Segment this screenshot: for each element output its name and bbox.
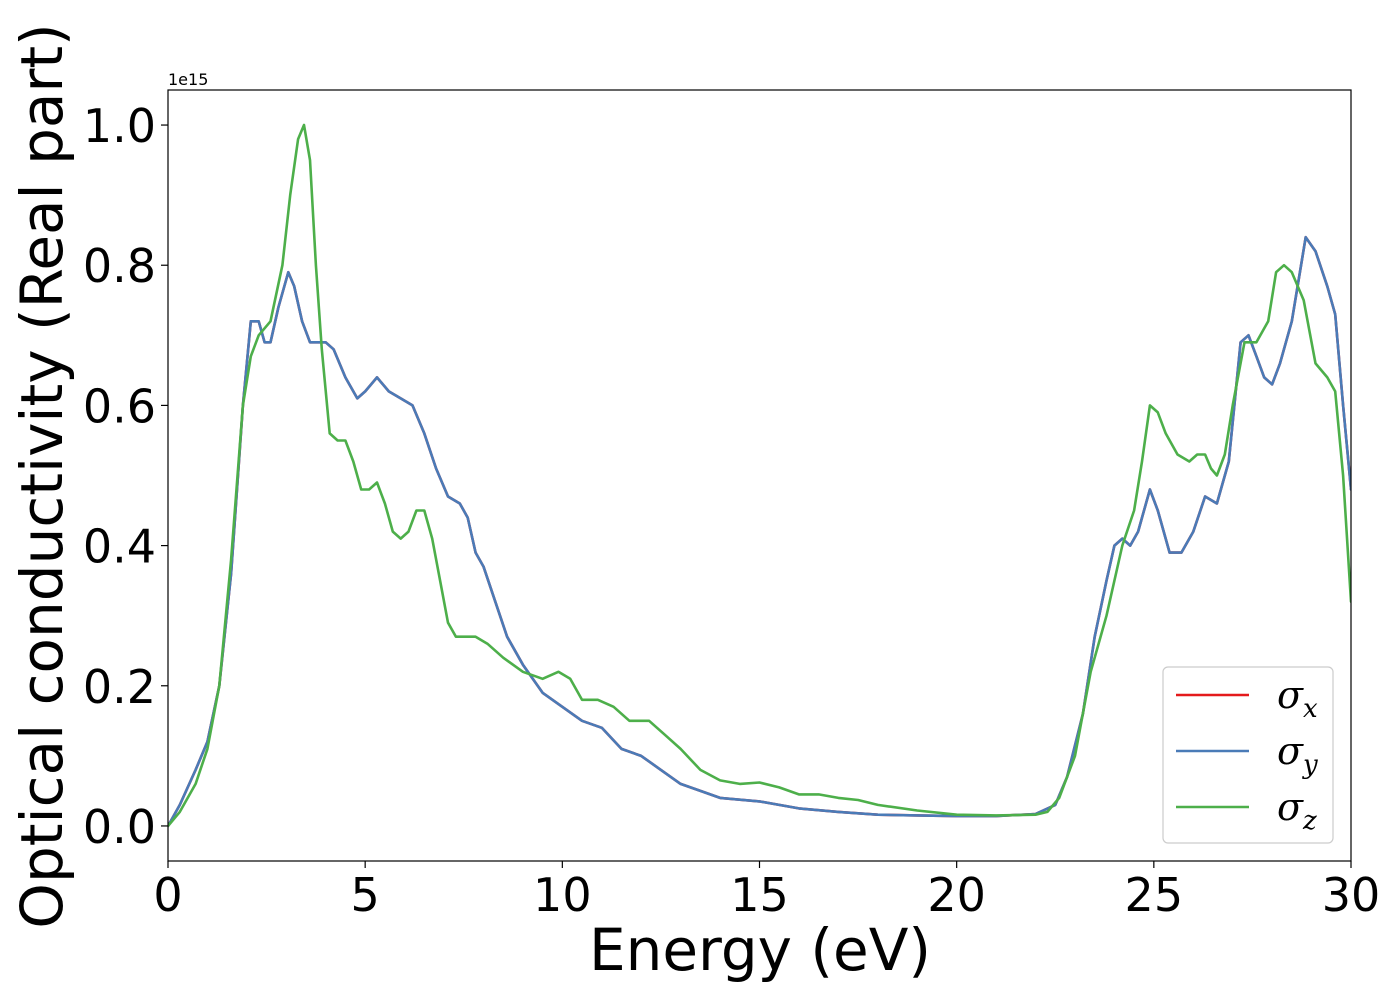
y-tick-label: 0.2 xyxy=(83,660,156,714)
x-tick-label: 25 xyxy=(1125,868,1184,922)
legend-label-z: σz xyxy=(1277,785,1317,836)
series-lines xyxy=(168,123,1351,828)
x-tick-label: 0 xyxy=(153,868,182,922)
x-tick-label: 20 xyxy=(927,868,986,922)
x-tick-label: 10 xyxy=(533,868,592,922)
y-tick-label: 0.4 xyxy=(83,520,156,574)
y-offset-label: 1e15 xyxy=(168,70,208,89)
legend-label-x: σx xyxy=(1277,673,1318,724)
series-line-z xyxy=(168,123,1351,828)
y-axis-title: Optical conductivity (Real part) xyxy=(8,23,76,928)
x-tick-label: 30 xyxy=(1322,868,1381,922)
y-tick-label: 0.6 xyxy=(83,379,156,433)
x-tick-label: 15 xyxy=(730,868,789,922)
x-tick-label: 5 xyxy=(351,868,380,922)
x-axis-ticks: 0 5 10 15 20 25 30 xyxy=(153,861,1380,922)
y-tick-label: 0.0 xyxy=(83,800,156,854)
x-axis-title: Energy (eV) xyxy=(589,916,931,984)
legend-label-y: σy xyxy=(1277,729,1318,780)
series-line-y xyxy=(168,235,1351,828)
y-tick-label: 0.8 xyxy=(83,239,156,293)
y-tick-label: 1.0 xyxy=(83,99,156,153)
legend-box xyxy=(1162,666,1334,844)
y-axis-ticks: 0.0 0.2 0.4 0.6 0.8 1.0 xyxy=(83,99,168,854)
